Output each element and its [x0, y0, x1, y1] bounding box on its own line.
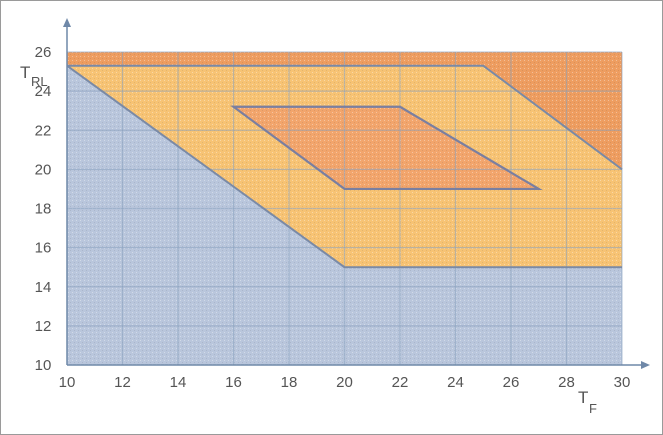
region-3-texture: [233, 106, 539, 189]
y-axis-title-sub: RL: [31, 74, 48, 89]
y-tick-label: 20: [35, 161, 52, 178]
x-tick-label: 16: [225, 374, 242, 391]
y-axis-title: T: [20, 63, 30, 82]
x-tick-label: 18: [281, 374, 298, 391]
y-axis-arrow: [63, 18, 71, 27]
x-tick-label: 12: [114, 374, 131, 391]
labels-layer: 10 12 14 16 18 20 22 24 26 28 30 10 12 14 16 18 20 22 24 26…: [20, 44, 630, 416]
x-tick-label: 26: [503, 374, 520, 391]
y-tick-label: 16: [35, 240, 52, 257]
y-tick-label: 24: [35, 83, 52, 100]
y-tick-label: 18: [35, 201, 52, 218]
axes-layer: [63, 18, 650, 369]
x-tick-label: 14: [170, 374, 187, 391]
x-tick-label: 30: [614, 374, 631, 391]
zone-boundary-0: [66, 64, 622, 269]
x-tick-label: 10: [59, 374, 76, 391]
y-tick-label: 10: [35, 357, 52, 374]
region-0-texture: [67, 65, 622, 365]
y-tick-label: 14: [35, 279, 52, 296]
x-axis-arrow: [641, 361, 650, 369]
x-tick-label: 20: [336, 374, 353, 391]
x-tick-label: 28: [558, 374, 575, 391]
x-tick-label: 22: [392, 374, 409, 391]
x-axis-title-sub: F: [589, 401, 597, 416]
outlines-layer: [66, 64, 623, 269]
comfort-zone-outline: [230, 105, 543, 191]
x-axis-title: T: [578, 388, 588, 407]
y-tick-label: 22: [35, 122, 52, 139]
grid-layer: [67, 51, 623, 365]
y-tick-label: 26: [35, 44, 52, 61]
y-tick-label: 12: [35, 318, 52, 335]
x-tick-label: 24: [447, 374, 464, 391]
zone-boundary-1: [67, 64, 623, 171]
